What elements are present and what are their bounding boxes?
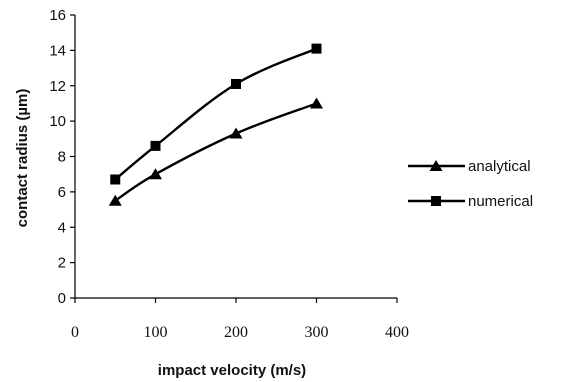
x-tick-label: 300 <box>305 324 329 341</box>
data-point-numerical <box>231 78 241 89</box>
y-tick-label: 6 <box>58 184 66 201</box>
y-tick-label: 16 <box>49 7 66 24</box>
y-axis-ticks: 0 2 4 6 8 10 12 14 16 <box>49 7 75 307</box>
x-axis-ticks: 0 100 200 300 400 <box>71 298 409 341</box>
x-tick-label: 0 <box>71 324 79 341</box>
x-axis-title: impact velocity (m/s) <box>158 362 306 379</box>
y-tick-label: 12 <box>49 78 66 95</box>
y-tick-label: 4 <box>58 219 66 236</box>
legend-marker-analytical <box>429 160 443 171</box>
data-point-analytical <box>108 194 122 206</box>
series-layer <box>108 43 323 206</box>
x-tick-label: 200 <box>224 324 248 341</box>
legend-marker-numerical <box>431 196 441 206</box>
y-tick-label: 0 <box>58 290 66 307</box>
x-tick-label: 400 <box>385 324 409 341</box>
series-line-numerical <box>114 47 317 181</box>
data-point-numerical <box>311 43 322 54</box>
y-tick-label: 2 <box>58 255 66 272</box>
legend: analytical numerical <box>408 158 533 210</box>
legend-item-analytical: analytical <box>408 158 531 175</box>
series-analytical <box>108 97 323 206</box>
y-tick-label: 8 <box>58 149 66 166</box>
data-point-analytical <box>229 127 243 139</box>
series-numerical <box>110 43 322 185</box>
data-point-numerical <box>150 140 161 151</box>
data-point-analytical <box>149 168 162 180</box>
y-tick-label: 14 <box>49 42 66 59</box>
legend-label: numerical <box>468 193 533 210</box>
y-tick-label: 10 <box>49 113 66 130</box>
series-line-analytical <box>114 102 317 202</box>
data-point-analytical <box>310 97 323 109</box>
y-axis-title: contact radius (µm) <box>14 89 31 228</box>
x-tick-label: 100 <box>144 324 168 341</box>
data-point-numerical <box>110 174 121 185</box>
legend-item-numerical: numerical <box>408 193 533 210</box>
legend-label: analytical <box>468 158 531 175</box>
